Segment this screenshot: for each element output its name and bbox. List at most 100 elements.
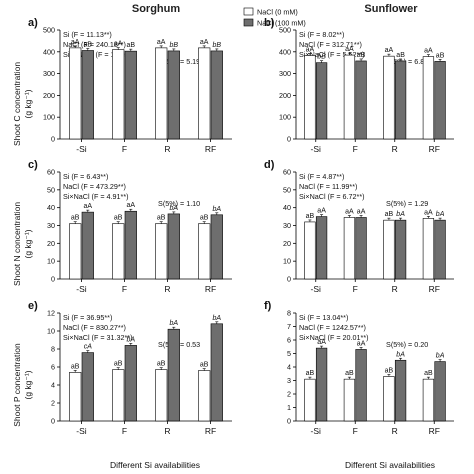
- bar-salt: [394, 219, 407, 280]
- x-tick-label: RF: [429, 284, 440, 294]
- bar-salt: [167, 213, 180, 280]
- y-tick-label: 20: [47, 239, 55, 248]
- bar-significance-label: bA: [436, 211, 445, 218]
- panel-letter: f): [264, 300, 272, 312]
- stat-line: NaCl (F = 11.99**): [299, 182, 357, 191]
- bar-significance-label: aB: [200, 215, 209, 222]
- bar-significance-label: bA: [213, 206, 222, 213]
- x-tick-label: RF: [205, 284, 216, 294]
- y-tick-label: 30: [47, 221, 55, 230]
- bar-significance-label: aB: [114, 215, 123, 222]
- y-tick-label: 8: [287, 309, 291, 318]
- y-tick-label: 3: [287, 376, 291, 385]
- y-tick-label: 0: [51, 417, 55, 426]
- panel-a: a) 0 100 200 300 400 500 Si (F = 11.13**)NaCl (…: [28, 17, 232, 154]
- legend-swatch-control: [243, 7, 254, 16]
- bar-significance-label: bA: [170, 205, 179, 212]
- ylabel-row-2: Shoot N concentration (g kg⁻¹): [12, 202, 33, 286]
- y-tick-label: 0: [287, 417, 291, 426]
- bar-salt: [81, 211, 94, 280]
- lsd-label: S(5%) = 1.29: [386, 199, 428, 208]
- bar-significance-label: bA: [127, 336, 136, 343]
- stat-line: Si×NaCl (F = 5.52**): [299, 50, 365, 59]
- bar-control: [422, 56, 435, 140]
- ylabel-row-2-line-2: (g kg⁻¹): [23, 229, 33, 258]
- bar-salt: [210, 50, 223, 140]
- bar-control: [198, 223, 211, 280]
- bar-significance-label: aB: [200, 362, 209, 369]
- x-tick-label: F: [353, 284, 358, 294]
- stat-line: Si (F = 4.87**): [299, 172, 344, 181]
- bar-significance-label: aB: [127, 42, 136, 49]
- bar-salt: [167, 328, 180, 422]
- bar-salt: [394, 60, 407, 140]
- panel-e: e) 0 2 4 6 8 10 12 Si (F = 36.95**)NaCl (F = 830…: [28, 300, 232, 436]
- bar-significance-label: aB: [71, 215, 80, 222]
- stat-line: Si (F = 6.43**): [63, 172, 108, 181]
- bar-significance-label: cA: [84, 344, 93, 351]
- panel-letter: d): [264, 159, 275, 171]
- bar-significance-label: aB: [71, 363, 80, 370]
- stat-line: NaCl (F = 240.18**): [63, 40, 126, 49]
- bar-control: [343, 54, 356, 140]
- x-tick-label: -Si: [311, 426, 322, 436]
- x-tick-label: F: [353, 426, 358, 436]
- x-tick-label: F: [122, 284, 127, 294]
- bar-significance-label: aB: [357, 52, 366, 59]
- y-tick-label: 200: [279, 91, 291, 100]
- bar-control: [112, 223, 125, 280]
- ylabel-row-1-line-2: (g kg⁻¹): [23, 89, 33, 118]
- y-tick-label: 400: [279, 47, 291, 56]
- bar-significance-label: bB: [213, 42, 222, 49]
- bar-control: [422, 378, 435, 422]
- ylabel-row-3: Shoot P concentration (g kg⁻¹): [12, 343, 33, 427]
- x-tick-label: R: [392, 426, 398, 436]
- y-tick-label: 2: [51, 399, 55, 408]
- x-tick-label: -Si: [311, 284, 322, 294]
- bar-salt: [355, 217, 367, 280]
- y-tick-label: 6: [51, 363, 55, 372]
- y-tick-label: 400: [43, 47, 55, 56]
- y-tick-label: 5: [287, 349, 291, 358]
- y-tick-label: 30: [283, 221, 291, 230]
- y-tick-label: 100: [43, 113, 55, 122]
- x-tick-label: R: [392, 144, 398, 154]
- x-tick-label: RF: [429, 426, 440, 436]
- bar-significance-label: aB: [385, 211, 394, 218]
- bar-control: [69, 372, 82, 422]
- bar-significance-label: aB: [424, 370, 433, 377]
- bar-control: [155, 369, 168, 422]
- bar-significance-label: aA: [114, 41, 123, 48]
- bar-salt: [434, 219, 446, 280]
- bar-significance-label: aA: [157, 39, 166, 46]
- x-tick-label: F: [122, 426, 127, 436]
- bar-control: [422, 218, 435, 280]
- y-tick-label: 0: [287, 275, 291, 284]
- y-tick-label: 7: [287, 322, 291, 331]
- x-tick-label: R: [164, 426, 170, 436]
- lsd-label: S(5%) = 1.10: [158, 199, 200, 208]
- y-tick-label: 6: [287, 336, 291, 345]
- bar-significance-label: aA: [71, 39, 80, 46]
- bar-significance-label: bA: [170, 320, 179, 327]
- y-tick-label: 2: [287, 390, 291, 399]
- bar-control: [69, 47, 82, 140]
- y-tick-label: 12: [47, 309, 55, 318]
- y-tick-label: 50: [47, 185, 55, 194]
- column-title-sorghum: Sorghum: [132, 3, 180, 15]
- bar-salt: [81, 50, 94, 140]
- bar-significance-label: bA: [213, 315, 222, 322]
- y-tick-label: 200: [43, 91, 55, 100]
- bar-significance-label: aA: [317, 208, 326, 215]
- y-tick-label: 20: [283, 239, 291, 248]
- bar-significance-label: aA: [345, 208, 354, 215]
- y-tick-label: 500: [279, 26, 291, 35]
- bar-control: [198, 370, 211, 422]
- legend-label-control: NaCl (0 mM): [257, 8, 298, 17]
- bar-significance-label: aB: [306, 213, 315, 220]
- bar-salt: [394, 359, 407, 422]
- panel-c: c) 0 10 20 30 40 50 60 Si (F = 6.43**)NaCl (F = …: [28, 159, 232, 294]
- y-tick-label: 10: [47, 257, 55, 266]
- x-tick-label: R: [164, 144, 170, 154]
- stat-line: Si×NaCl (F = 6.72**): [299, 192, 365, 201]
